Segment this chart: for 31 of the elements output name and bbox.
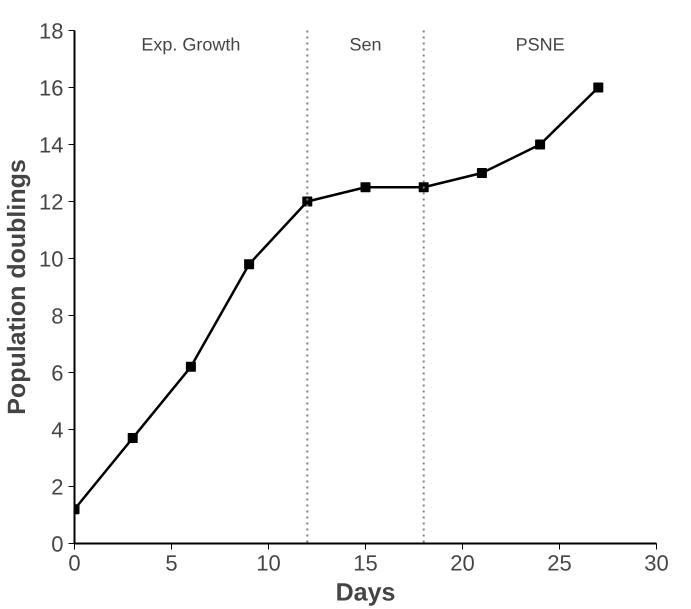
point	[186, 362, 196, 372]
annotation: Sen	[349, 34, 382, 54]
y-tick-label: 18	[39, 18, 64, 44]
point	[360, 182, 370, 192]
point	[244, 259, 254, 270]
y-tick-label: 6	[51, 360, 64, 386]
point	[302, 196, 312, 206]
y-tick-label: 10	[39, 246, 64, 272]
y-tick-label: 2	[51, 474, 64, 500]
y-tick-label: 14	[39, 132, 64, 158]
x-tick-label: 0	[68, 550, 81, 576]
point	[476, 168, 487, 178]
y-tick-label: 4	[51, 418, 64, 442]
y-tick-label: 16	[39, 76, 64, 100]
y-tick-label: 0	[51, 532, 64, 556]
annotation: PSNE	[516, 34, 565, 54]
point	[128, 433, 138, 444]
x-tick-label: 10	[256, 550, 281, 576]
annotation: Exp. Growth	[141, 34, 240, 54]
y-axis-title: Population doublings	[3, 159, 32, 415]
point	[535, 140, 546, 150]
point	[418, 182, 429, 192]
x-tick-label: 15	[353, 550, 378, 576]
x-axis-title: Days	[336, 578, 396, 606]
y-tick-label: 8	[51, 304, 64, 328]
x-tick-label: 30	[644, 550, 669, 576]
x-tick-label: 25	[547, 550, 572, 576]
point	[593, 82, 604, 92]
x-tick-label: 20	[450, 550, 475, 576]
x-tick-label: 5	[165, 550, 178, 576]
y-tick-label: 12	[39, 190, 64, 214]
